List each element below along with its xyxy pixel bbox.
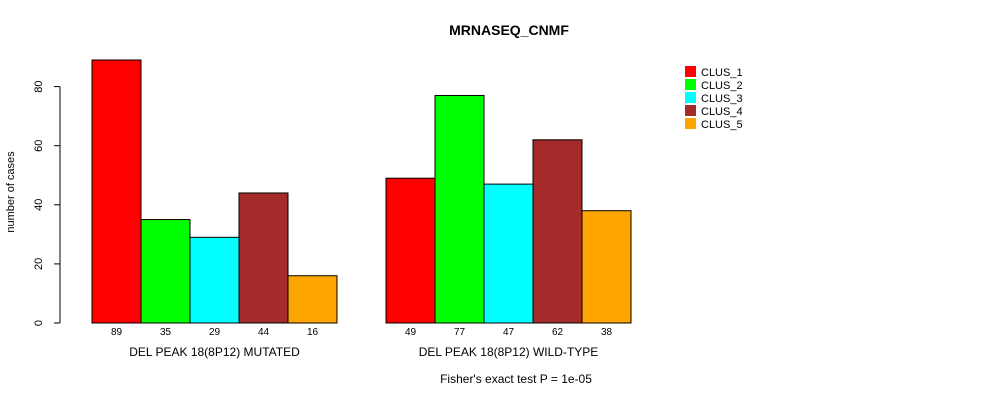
legend-swatch [685,79,696,90]
y-tick-label: 60 [33,140,45,152]
group-label: DEL PEAK 18(8P12) WILD-TYPE [419,345,599,359]
bar-clus-3 [189,236,240,324]
y-tick-label: 20 [33,258,45,270]
bar-value-label: 62 [552,327,564,338]
legend-entry-label: CLUS_4 [701,106,743,118]
bar-clus-3 [483,183,534,324]
bar-clus-2 [434,94,485,324]
bar-clus-2 [140,219,191,324]
bar-value-label: 35 [160,327,172,338]
legend-swatch [685,66,696,77]
group-label: DEL PEAK 18(8P12) MUTATED [129,345,300,359]
group-labels: DEL PEAK 18(8P12) MUTATED DEL PEAK 18(8P1… [129,345,598,359]
chart-title: MRNASEQ_CNMF [449,22,569,38]
bar-clus-4 [238,192,289,324]
y-axis: 0 20 40 60 80 [33,80,61,326]
bar-value-label: 89 [111,327,123,338]
legend-swatch [685,105,696,116]
bar-value-label: 16 [307,327,319,338]
bar-value-label: 49 [405,327,417,338]
y-tick-label: 0 [33,320,45,326]
bar-value-label: 47 [503,327,515,338]
bar-value-label: 29 [209,327,221,338]
y-tick-label: 80 [33,80,45,92]
legend-entry-label: CLUS_1 [701,67,743,79]
y-tick-label: 40 [33,199,45,211]
legend-entry-label: CLUS_3 [701,93,743,105]
legend-entry-label: CLUS_2 [701,80,743,92]
bar-clus-1 [385,177,436,324]
legend-swatch [685,92,696,103]
bar-value-label: 77 [454,327,466,338]
legend-entry-label: CLUS_5 [701,119,743,131]
value-labels: 89 35 29 44 16 49 77 47 62 38 [111,327,613,338]
bar-value-label: 44 [258,327,270,338]
fisher-test-footnote: Fisher's exact test P = 1e-05 [440,372,592,386]
bar-clus-1 [91,59,142,324]
bar-clus-4 [532,139,583,324]
bar-clus-5 [287,275,338,324]
legend-swatch [685,118,696,129]
bar-value-label: 38 [601,327,613,338]
bar-clus-5 [581,210,632,324]
bars [91,59,632,324]
y-axis-label: number of cases [5,151,17,233]
